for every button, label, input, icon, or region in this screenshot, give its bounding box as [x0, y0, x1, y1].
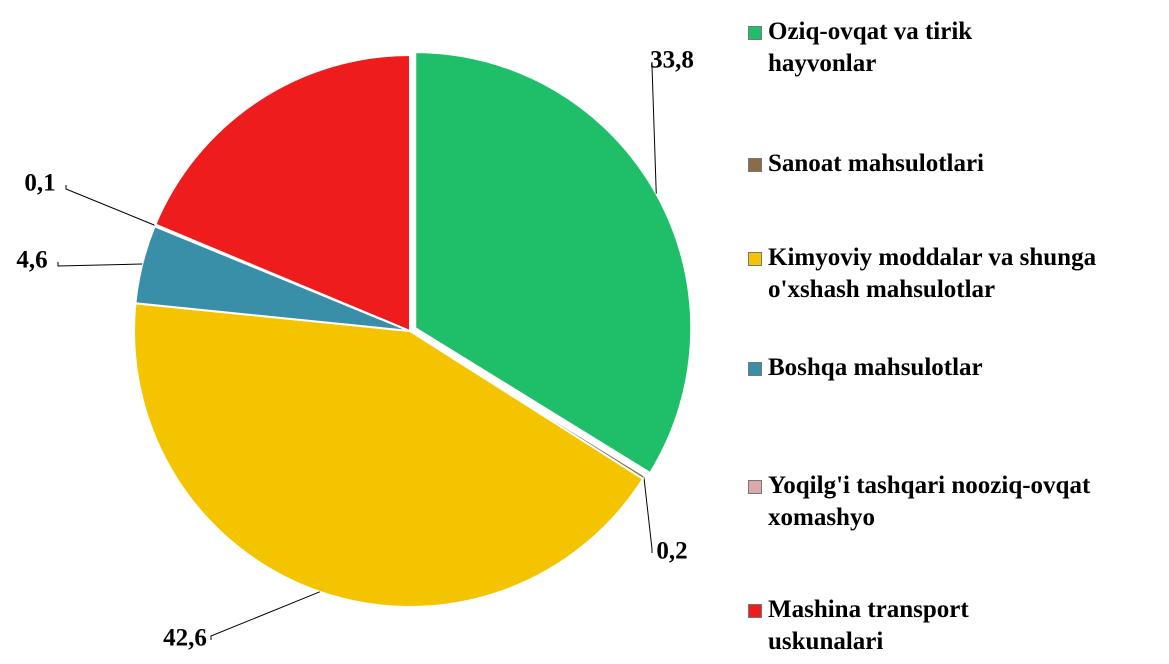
pie-slice — [414, 51, 693, 475]
legend-label: Boshqa mahsulotlar — [768, 354, 983, 381]
legend-swatch — [748, 362, 762, 376]
pie-slice — [133, 302, 645, 608]
legend-item: Yoqilg'i tashqari nooziq-ovqat xomashyo — [748, 470, 1108, 534]
data-label: 0,2 — [656, 538, 687, 565]
pie-chart: 33,8 0,2 42,6 4,6 0,1 — [16, 47, 694, 652]
legend-swatch — [748, 158, 762, 172]
pie-slice — [154, 53, 411, 333]
legend-item: Mashina transport uskunalari — [748, 594, 1058, 658]
legend-swatch — [748, 604, 762, 618]
leader-line — [65, 185, 156, 226]
legend-item: Sanoat mahsulotlari — [748, 148, 1169, 180]
data-label: 33,8 — [650, 47, 694, 74]
data-label: 4,6 — [16, 247, 47, 274]
leader-line — [651, 62, 657, 194]
legend-swatch — [748, 480, 762, 494]
legend-label: Sanoat mahsulotlari — [768, 150, 985, 177]
legend-item: Boshqa mahsulotlar — [748, 352, 1168, 384]
leader-line — [57, 262, 143, 267]
legend-label: Kimyoviy moddalar va shunga o'xshash mah… — [768, 244, 1097, 303]
legend-item: Kimyoviy moddalar va shunga o'xshash mah… — [748, 242, 1169, 306]
data-label: 42,6 — [163, 625, 207, 652]
legend-label: Oziq-ovqat va tirik hayvonlar — [768, 18, 973, 77]
leader-line — [643, 477, 653, 553]
legend-item: Oziq-ovqat va tirik hayvonlar — [748, 16, 1038, 80]
legend-label: Mashina transport uskunalari — [768, 596, 969, 655]
leader-line — [210, 591, 320, 640]
legend-swatch — [748, 252, 762, 266]
legend-swatch — [748, 26, 762, 40]
data-label: 0,1 — [24, 170, 55, 197]
legend-label: Yoqilg'i tashqari nooziq-ovqat xomashyo — [768, 472, 1091, 531]
